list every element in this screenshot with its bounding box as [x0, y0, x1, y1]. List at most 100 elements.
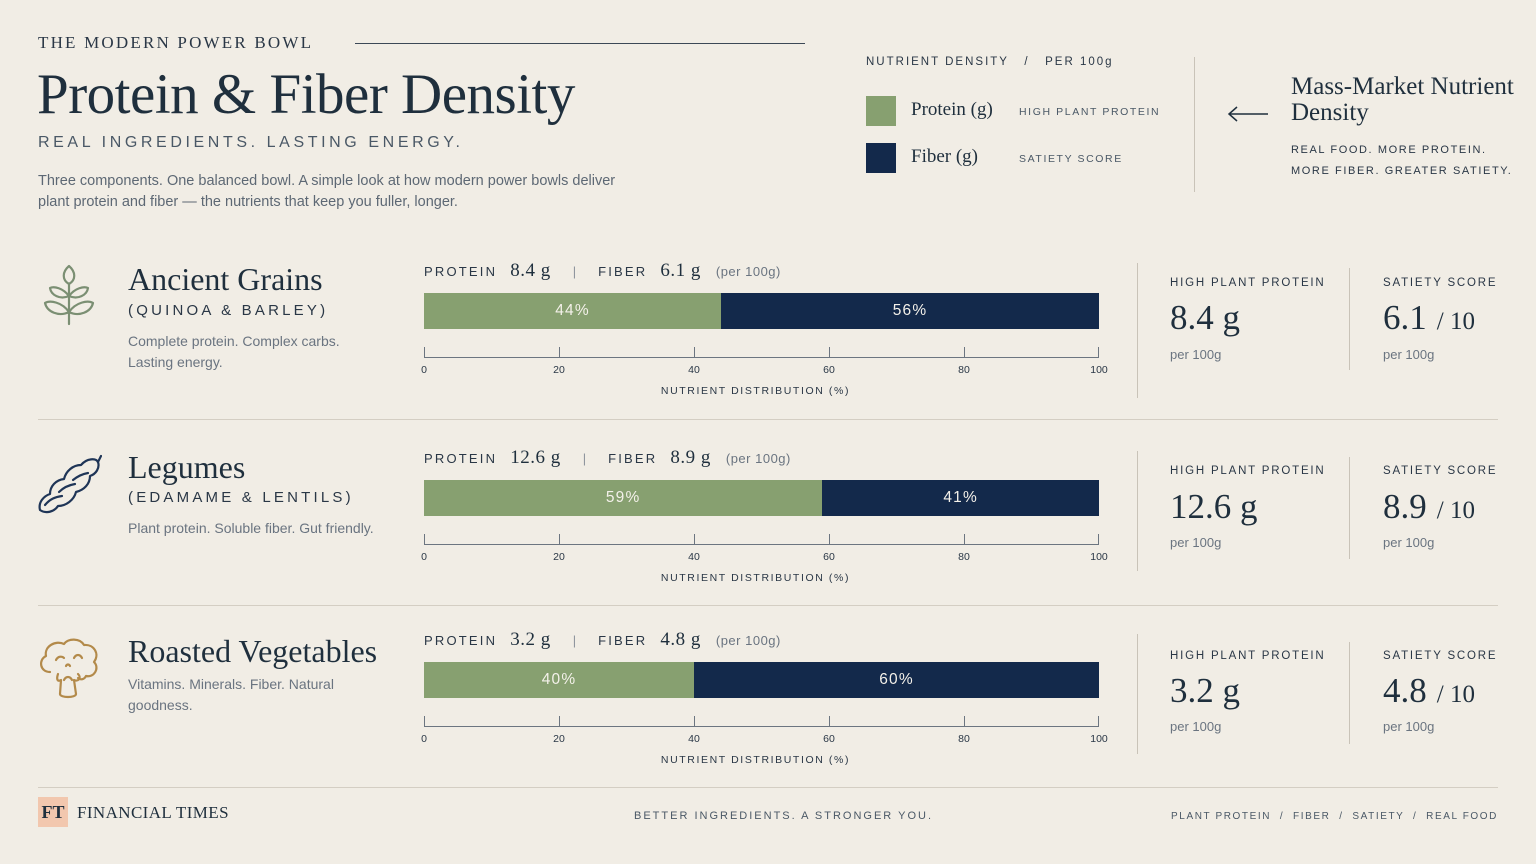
ft-logo: FT — [38, 797, 68, 827]
stacked-bar: 40% 60% — [424, 662, 1099, 698]
satiety-out-of: / 10 — [1436, 308, 1475, 335]
bar-label-protein: 59% — [605, 489, 641, 506]
protein-value: 8.4 g — [510, 260, 551, 281]
x-tick — [694, 534, 695, 545]
metric-value-protein: 3.2 g — [1170, 671, 1240, 710]
per-unit-note: (per 100g) — [715, 264, 781, 279]
x-tick-label: 80 — [958, 733, 970, 745]
fiber-label: FIBER — [608, 451, 658, 466]
legend-swatch-fiber — [866, 143, 896, 173]
x-tick-label: 40 — [688, 364, 700, 376]
metric-per-satiety: per 100g — [1383, 347, 1435, 362]
x-tick-label: 80 — [958, 551, 970, 563]
row-description: Complete protein. Complex carbs. Lasting… — [128, 333, 340, 370]
satiety-score: 8.9 — [1383, 487, 1427, 526]
x-axis-line — [424, 726, 1099, 727]
x-tick — [964, 716, 965, 727]
kicker-rule — [355, 43, 805, 44]
legend-label-fiber: Fiber (g) — [911, 146, 979, 167]
stacked-bar: 44% 56% — [424, 293, 1099, 329]
stat-separator: | — [582, 451, 587, 466]
metric-divider-inner — [1349, 457, 1350, 559]
x-tick — [964, 347, 965, 358]
satiety-out-of: / 10 — [1436, 681, 1475, 708]
x-tick-label: 100 — [1090, 364, 1108, 376]
protein-value: 3.2 g — [510, 629, 551, 650]
x-tick-label: 40 — [688, 551, 700, 563]
x-axis-title: NUTRIENT DISTRIBUTION (%) — [660, 572, 851, 584]
broccoli-icon — [40, 638, 98, 699]
x-axis-title: NUTRIENT DISTRIBUTION (%) — [660, 385, 851, 397]
stacked-bar: 59% 41% — [424, 480, 1099, 516]
legend-divider — [1194, 57, 1195, 192]
tagline: REAL INGREDIENTS. LASTING ENERGY. — [38, 134, 464, 151]
fiber-value: 4.8 g — [660, 629, 701, 650]
x-tick — [829, 347, 830, 358]
stat-separator: | — [572, 264, 577, 279]
x-tick-label: 0 — [421, 364, 427, 376]
x-tick-label: 60 — [823, 733, 835, 745]
stat-line: PROTEIN 8.4 g | FIBER 6.1 g (per 100g) — [424, 260, 781, 282]
metric-divider-inner — [1349, 268, 1350, 370]
stat-line: PROTEIN 12.6 g | FIBER 8.9 g (per 100g) — [424, 447, 791, 469]
metric-heading-satiety: SATIETY SCORE — [1383, 465, 1498, 477]
metric-divider — [1137, 634, 1138, 754]
brand-name: FINANCIAL TIMES — [77, 803, 229, 822]
row-description: Plant protein. Soluble fiber. Gut friend… — [128, 520, 374, 536]
satiety-score: 6.1 — [1383, 298, 1427, 337]
callout-line-2: MORE FIBER. GREATER SATIETY. — [1291, 165, 1513, 177]
x-tick-label: 100 — [1090, 733, 1108, 745]
x-axis-line — [424, 357, 1099, 358]
protein-label: PROTEIN — [424, 264, 498, 279]
x-axis-line — [424, 544, 1099, 545]
row-name: Roasted Vegetables — [128, 633, 378, 669]
stat-separator: | — [572, 633, 577, 648]
legend-heading: NUTRIENT DENSITY / PER 100g — [866, 56, 1114, 68]
per-unit-note: (per 100g) — [725, 451, 791, 466]
callout-line-1: REAL FOOD. MORE PROTEIN. — [1291, 144, 1487, 156]
bar-segment-protein: 44% — [424, 293, 721, 329]
protein-value: 12.6 g — [510, 447, 561, 468]
bar-segment-protein: 40% — [424, 662, 694, 698]
x-tick — [424, 534, 425, 545]
row-subtitle: (EDAMAME & LENTILS) — [128, 489, 354, 506]
metric-value-satiety: 8.9 / 10 — [1383, 487, 1475, 527]
metric-value-protein: 12.6 g — [1170, 487, 1258, 526]
metric-heading-protein: HIGH PLANT PROTEIN — [1170, 277, 1326, 289]
callout-title: Mass-Market Nutrient Density — [1291, 73, 1514, 126]
x-tick-label: 20 — [553, 364, 565, 376]
footer-tags: PLANT PROTEIN / FIBER / SATIETY / REAL F… — [1171, 811, 1498, 822]
row-subtitle: (QUINOA & BARLEY) — [128, 302, 329, 319]
x-tick — [559, 347, 560, 358]
metric-divider — [1137, 451, 1138, 571]
bar-label-protein: 40% — [541, 671, 577, 688]
x-axis: 0 20 40 60 80 100 — [421, 716, 1108, 756]
intro-text: Three components. One balanced bowl. A s… — [38, 173, 616, 210]
row-description: Vitamins. Minerals. Fiber. Natural goodn… — [128, 676, 334, 713]
x-tick — [829, 534, 830, 545]
protein-label: PROTEIN — [424, 451, 498, 466]
fiber-value: 6.1 g — [660, 260, 701, 281]
metric-value-protein: 8.4 g — [1170, 298, 1240, 337]
callout-subtitle: REAL FOOD. MORE PROTEIN. MORE FIBER. GRE… — [1291, 140, 1512, 182]
bar-label-fiber: 56% — [892, 302, 928, 319]
protein-label: PROTEIN — [424, 633, 498, 648]
metric-per-satiety: per 100g — [1383, 535, 1435, 550]
wheat-leaf-icon — [43, 264, 95, 326]
legend-label-protein: Protein (g) — [911, 99, 993, 120]
bar-segment-fiber: 41% — [822, 480, 1099, 516]
row-name: Legumes — [128, 449, 246, 485]
x-tick — [694, 347, 695, 358]
metric-divider — [1137, 263, 1138, 398]
legend-swatch-protein — [866, 96, 896, 126]
row-divider — [38, 419, 1498, 420]
metric-heading-satiety: SATIETY SCORE — [1383, 277, 1498, 289]
metric-heading-protein: HIGH PLANT PROTEIN — [1170, 650, 1326, 662]
metric-value-satiety: 4.8 / 10 — [1383, 671, 1475, 711]
x-tick — [424, 347, 425, 358]
x-tick-label: 0 — [421, 733, 427, 745]
x-tick — [424, 716, 425, 727]
bar-segment-fiber: 56% — [721, 293, 1099, 329]
x-axis: 0 20 40 60 80 100 — [421, 534, 1108, 574]
x-tick — [964, 534, 965, 545]
